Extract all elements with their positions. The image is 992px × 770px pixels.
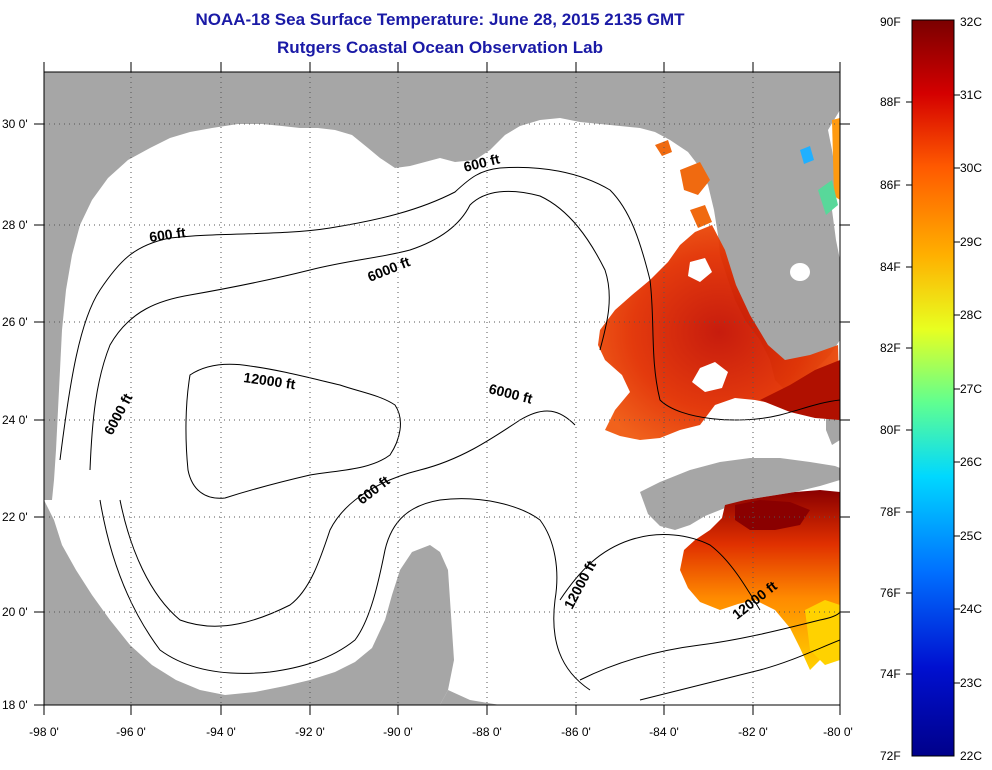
cb-f-label: 88F [880, 95, 901, 109]
contour-caribbean-deep-2 [639, 639, 840, 701]
land-yucatan-east [440, 690, 500, 705]
axis-ticks [34, 62, 850, 715]
sst-caribbean-dark [735, 500, 810, 530]
lon-label: -84 0' [649, 725, 679, 739]
lat-label: 24 0' [2, 413, 28, 427]
cb-f-label: 82F [880, 341, 901, 355]
cb-c-label: 28C [960, 308, 982, 322]
cb-f-label: 78F [880, 505, 901, 519]
cb-f-label: 84F [880, 260, 901, 274]
contour-600ft-south [99, 498, 591, 691]
colorbar-fahrenheit-labels: 90F 88F 86F 84F 82F 80F 78F 76F 74F 72F [880, 15, 901, 763]
contour-6000ft-west [89, 190, 610, 471]
lat-label: 22 0' [2, 510, 28, 524]
cb-c-label: 29C [960, 235, 982, 249]
lat-label: 26 0' [2, 315, 28, 329]
contour-600ft-north [59, 166, 840, 461]
cb-c-label: 23C [960, 676, 982, 690]
colorbar-celsius-labels: 32C 31C 30C 29C 28C 27C 26C 25C 24C 23C … [960, 15, 982, 763]
cb-f-label: 72F [880, 749, 901, 763]
sst-florida-shelf [598, 225, 840, 440]
cb-c-label: 22C [960, 749, 982, 763]
cb-c-label: 24C [960, 602, 982, 616]
cb-f-label: 86F [880, 178, 901, 192]
map-title: NOAA-18 Sea Surface Temperature: June 28… [195, 10, 685, 29]
contour-yucatan-channel [559, 534, 761, 611]
lon-label: -80 0' [823, 725, 853, 739]
lon-label: -82 0' [738, 725, 768, 739]
sst-atlantic-blue [800, 146, 814, 164]
lon-label: -86 0' [561, 725, 591, 739]
land-us-gulf-coast [44, 72, 840, 500]
cb-f-label: 74F [880, 667, 901, 681]
sst-nw-florida-specks [655, 140, 712, 228]
cb-f-label: 90F [880, 15, 901, 29]
sst-caribbean-yellow [805, 600, 840, 665]
sst-florida-straits [760, 360, 840, 420]
lon-label: -94 0' [206, 725, 236, 739]
contour-6000ft-south [119, 410, 576, 627]
land-mexico [44, 500, 454, 705]
lon-label: -90 0' [383, 725, 413, 739]
cb-c-label: 25C [960, 529, 982, 543]
colorbar-ticks [906, 94, 960, 684]
cb-c-label: 27C [960, 382, 982, 396]
contour-caribbean-deep [579, 611, 840, 681]
lat-label: 30 0' [2, 117, 28, 131]
contour-label-12000ft-a: 12000 ft [243, 369, 297, 392]
cb-c-label: 26C [960, 455, 982, 469]
map-frame [43, 71, 841, 706]
sst-atlantic-cool [818, 180, 838, 215]
lake-okeechobee [790, 263, 810, 281]
sst-atlantic-strip [832, 118, 840, 200]
map-subtitle: Rutgers Coastal Ocean Observation Lab [277, 38, 603, 57]
cloud-gap-1 [692, 362, 728, 392]
lat-label: 28 0' [2, 218, 28, 232]
lon-label: -98 0' [29, 725, 59, 739]
graticule [44, 72, 840, 705]
cb-c-label: 30C [960, 161, 982, 175]
latitude-labels: 30 0' 28 0' 26 0' 24 0' 22 0' 20 0' 18 0… [2, 117, 28, 712]
cb-c-label: 31C [960, 88, 982, 102]
lat-label: 20 0' [2, 605, 28, 619]
cb-f-label: 76F [880, 586, 901, 600]
bathymetry-contours [59, 166, 840, 701]
cloud-gap-2 [688, 258, 712, 282]
land-cuba [640, 458, 840, 530]
colorbar [911, 19, 955, 757]
lat-label: 18 0' [2, 698, 28, 712]
lon-label: -88 0' [472, 725, 502, 739]
longitude-labels: -98 0' -96 0' -94 0' -92 0' -90 0' -88 0… [29, 725, 853, 739]
lon-label: -92 0' [295, 725, 325, 739]
lon-label: -96 0' [116, 725, 146, 739]
contour-label-600ft-a: 600 ft [148, 224, 187, 245]
cb-f-label: 80F [880, 423, 901, 437]
cb-c-label: 32C [960, 15, 982, 29]
contour-12000ft [185, 363, 401, 499]
